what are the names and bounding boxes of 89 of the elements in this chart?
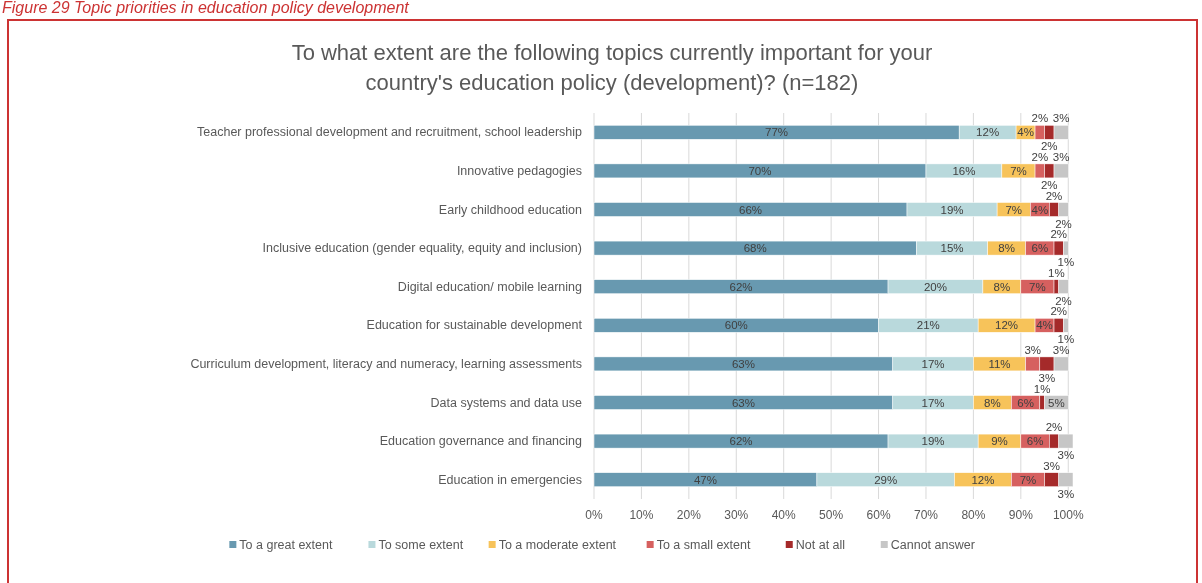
data-label: 7%: [1005, 203, 1023, 216]
y-tick-label: Education for sustainable development: [366, 318, 583, 333]
data-label: 6%: [1017, 396, 1034, 409]
data-label: 29%: [874, 473, 898, 486]
data-label: 9%: [991, 435, 1008, 448]
data-label: 6%: [1026, 435, 1044, 448]
x-tick-label: 20%: [676, 508, 702, 522]
legend-label: To some extent: [378, 538, 464, 552]
data-label: 15%: [940, 242, 964, 255]
data-label: 6%: [1031, 242, 1049, 255]
data-label: 1%: [1048, 266, 1065, 279]
data-label: 3%: [1043, 459, 1060, 472]
y-tick-label: Data systems and data use: [430, 395, 583, 410]
x-tick-label: 30%: [724, 508, 749, 522]
data-label: 20%: [923, 280, 947, 293]
legend-label: To a moderate extent: [498, 538, 617, 552]
data-label: 2%: [1055, 217, 1072, 230]
data-label: 2%: [1050, 228, 1068, 241]
data-label: 66%: [738, 203, 763, 216]
x-tick-label: 90%: [1008, 508, 1034, 522]
data-label: 1%: [1057, 333, 1075, 346]
data-label: 17%: [921, 357, 945, 370]
legend-label: Not at all: [795, 538, 846, 552]
data-label: 3%: [1024, 343, 1041, 356]
x-tick-label: 60%: [866, 508, 891, 522]
data-label: 7%: [1029, 280, 1046, 293]
data-label: 8%: [993, 280, 1011, 293]
data-label: 2%: [1045, 421, 1063, 434]
data-label: 60%: [724, 319, 748, 332]
chart-title: To what extent are the following topics currently important for your country's education policy (development)? (n=182): [291, 40, 933, 95]
data-label: 2%: [1040, 140, 1058, 153]
legend-label: To a great extent: [239, 538, 333, 552]
legend-label: Cannot answer: [890, 538, 975, 552]
data-label: 63%: [731, 396, 755, 409]
y-tick-label: Curriculum development, literacy and numeracy, learning assessments: [190, 356, 582, 371]
y-tick-label: Teacher professional development and recruitment, school leadership: [197, 125, 583, 140]
y-tick-label: Digital education/ mobile learning: [397, 279, 583, 294]
y-tick-label: Education governance and financing: [379, 434, 583, 449]
data-label: 2%: [1031, 112, 1049, 125]
data-label: 3%: [1052, 112, 1070, 125]
x-tick-label: 50%: [819, 508, 844, 522]
data-label: 1%: [1057, 256, 1075, 269]
data-label: 21%: [916, 319, 940, 332]
y-tick-label: Education in emergencies: [438, 472, 582, 487]
data-label: 2%: [1031, 150, 1049, 163]
data-label: 3%: [1057, 487, 1075, 500]
data-label: 3%: [1052, 343, 1070, 356]
data-label: 77%: [765, 126, 789, 139]
data-label: 17%: [921, 396, 945, 409]
x-tick-label: 10%: [629, 508, 654, 522]
data-label: 62%: [729, 280, 753, 293]
data-label: 2%: [1045, 189, 1063, 202]
x-tick-label: 70%: [913, 508, 939, 522]
data-label: 62%: [729, 435, 753, 448]
caption: Figure 29 Topic priorities in education policy development: [2, 0, 410, 16]
y-tick-label: Early childhood education: [438, 202, 583, 217]
data-label: 19%: [940, 203, 964, 216]
data-label: 2%: [1055, 294, 1072, 307]
data-label: 47%: [693, 473, 717, 486]
data-label: 2%: [1050, 305, 1068, 318]
data-label: 68%: [743, 242, 767, 255]
data-label: 70%: [748, 164, 772, 177]
x-tick-label: 0%: [585, 508, 603, 522]
data-label: 7%: [1019, 473, 1037, 486]
x-tick-label: 80%: [961, 508, 986, 522]
data-label: 3%: [1052, 150, 1070, 163]
data-label: 12%: [995, 319, 1019, 332]
legend-label: To a small extent: [656, 538, 751, 552]
data-label: 5%: [1048, 396, 1065, 409]
data-label: 8%: [998, 242, 1015, 255]
data-label: 16%: [952, 164, 976, 177]
data-label: 4%: [1017, 126, 1034, 139]
x-tick-label: 100%: [1052, 508, 1084, 522]
data-label: 1%: [1033, 382, 1051, 395]
y-tick-label: Innovative pedagogies: [456, 163, 582, 178]
y-tick-label: Inclusive education (gender equality, equity and inclusion): [262, 241, 582, 256]
data-label: 4%: [1036, 319, 1053, 332]
data-label: 7%: [1010, 164, 1027, 177]
data-label: 63%: [731, 357, 755, 370]
data-label: 19%: [921, 435, 945, 448]
data-label: 3%: [1038, 371, 1056, 384]
data-label: 2%: [1040, 178, 1058, 191]
data-label: 3%: [1057, 449, 1075, 462]
data-label: 12%: [976, 126, 1000, 139]
data-label: 4%: [1031, 203, 1049, 216]
x-tick-label: 40%: [771, 508, 797, 522]
data-label: 11%: [988, 357, 1011, 370]
data-label: 8%: [984, 396, 1001, 409]
data-label: 12%: [971, 473, 995, 486]
